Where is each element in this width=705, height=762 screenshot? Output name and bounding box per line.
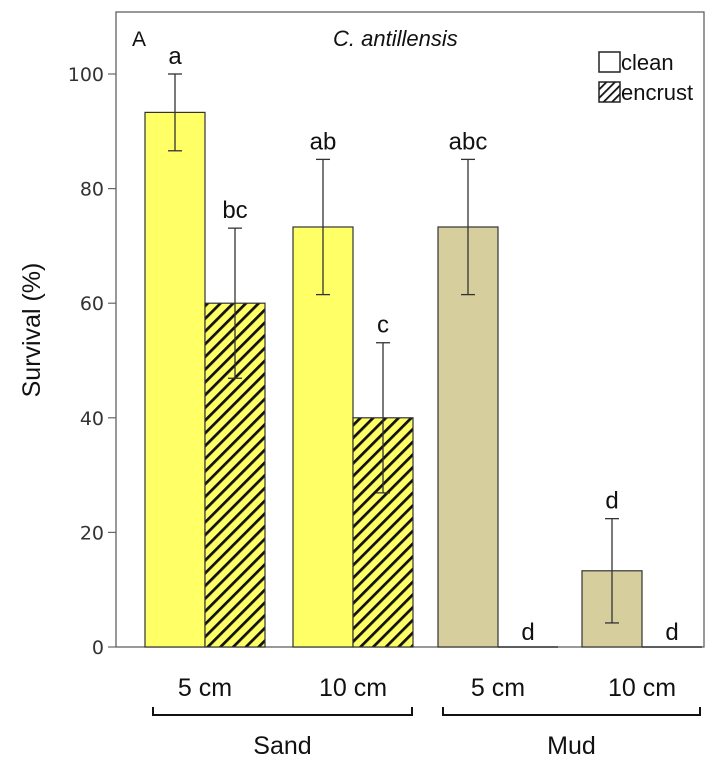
error-bar [316,158,330,296]
significance-label: bc [222,197,247,224]
legend: clean encrust [598,50,693,105]
x-tick-label: 10 cm [319,674,387,702]
group-label: Mud [547,732,596,760]
legend-swatch-encrust [598,81,621,103]
error-bar [168,73,182,152]
group-label: Sand [253,732,311,760]
significance-label: abc [449,128,488,155]
significance-label: a [168,43,182,70]
error-bar [228,227,242,379]
y-tick-label: 100 [68,64,104,86]
y-tick-label: 0 [92,637,104,659]
x-tick-label: 10 cm [608,674,676,702]
y-tick-label: 80 [80,179,104,201]
significance-label: ab [310,128,337,155]
significance-label: d [521,619,534,646]
error-bar [461,158,475,296]
bar-clean [144,111,206,648]
group-bracket-mud [442,707,701,716]
bar-clean [437,226,499,648]
legend-label-clean: clean [621,50,674,75]
y-tick-label: 40 [80,408,104,430]
legend-label-encrust: encrust [621,80,693,105]
x-tick-label: 5 cm [471,674,525,702]
panel-label: A [132,28,146,51]
significance-label: c [377,312,389,339]
error-bar [605,517,619,624]
bar-clean [292,226,354,648]
significance-label: d [665,619,678,646]
legend-swatch-clean [598,51,621,73]
error-bar [376,342,390,494]
group-bracket-sand [152,707,413,716]
x-tick-label: 5 cm [178,674,232,702]
y-axis-label: Survival (%) [18,263,46,398]
chart-title: C. antillensis [333,26,458,51]
y-tick-label: 60 [80,293,104,315]
significance-label: d [605,488,618,515]
y-tick-label: 20 [80,522,104,544]
